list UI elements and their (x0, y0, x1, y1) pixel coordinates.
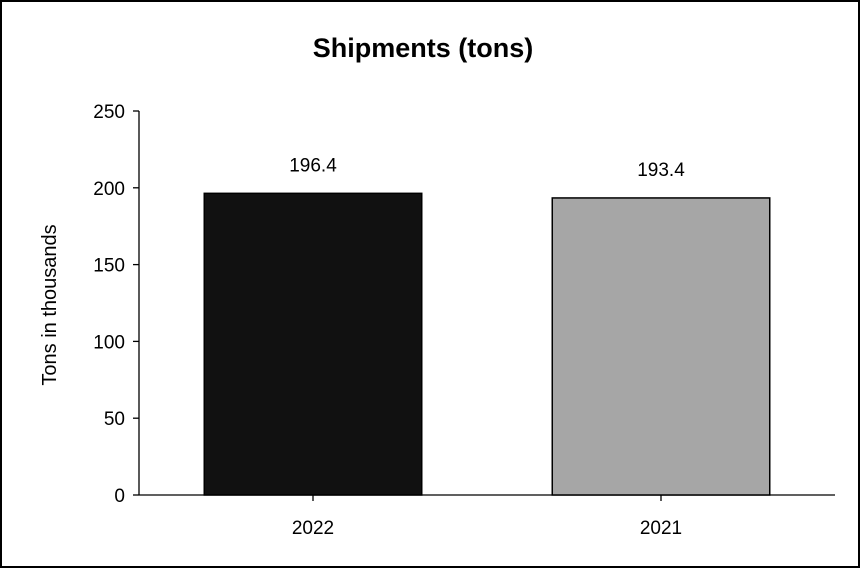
y-tick-label: 200 (93, 179, 125, 200)
y-tick-label: 100 (93, 332, 125, 353)
data-label-2021: 193.4 (637, 160, 685, 181)
y-tick-label: 0 (114, 486, 125, 507)
plot-area: 0 50 100 150 200 250 196.4 2022 193.4 2021 (93, 102, 835, 539)
bar-2021 (551, 197, 771, 496)
y-axis-title: Tons in thousands (39, 224, 61, 385)
y-tick-label: 50 (104, 409, 125, 430)
x-tick-label-2022: 2022 (292, 518, 334, 539)
chart-title: Shipments (tons) (313, 33, 534, 63)
y-tick-label: 250 (93, 102, 125, 123)
bar-2022 (203, 192, 423, 496)
data-label-2022: 196.4 (289, 155, 337, 176)
x-tick-label-2021: 2021 (640, 518, 682, 539)
y-tick-label: 150 (93, 256, 125, 277)
